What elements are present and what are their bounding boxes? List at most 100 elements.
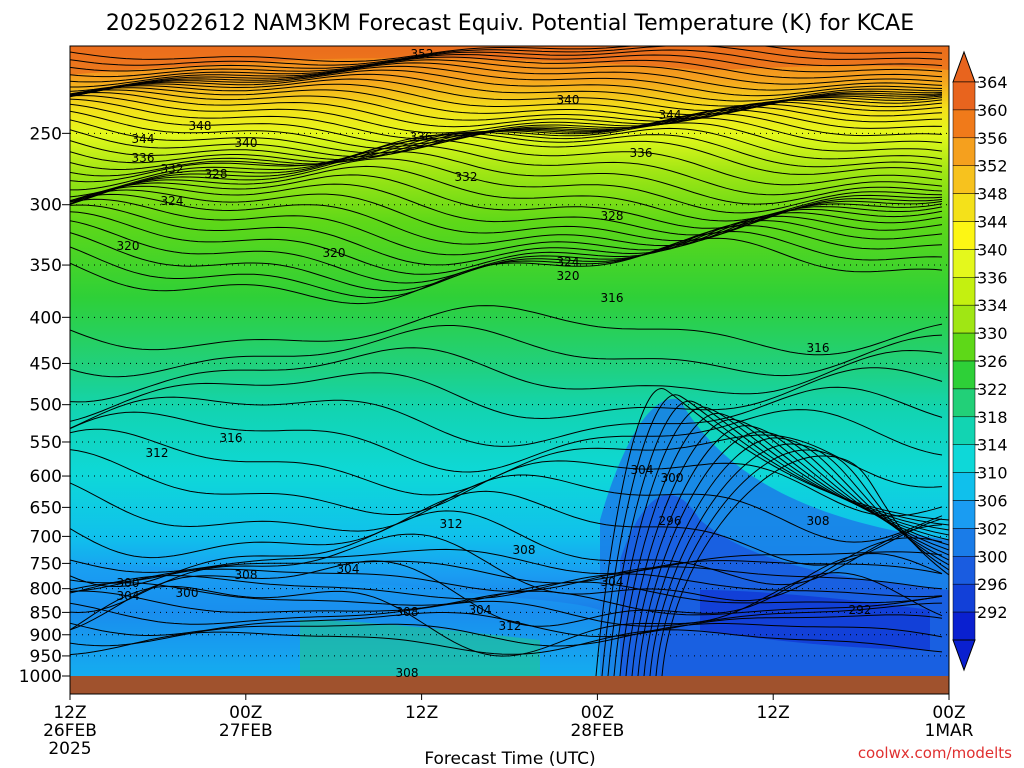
contour-label: 316 — [220, 431, 243, 445]
contour-line — [70, 127, 943, 171]
contour-label: 292 — [849, 603, 872, 617]
warm-sector — [300, 620, 540, 676]
contour-line — [70, 548, 943, 575]
x-tick-label: 12Z — [405, 703, 438, 723]
colorbar-label: 310 — [977, 464, 1008, 483]
colorbar-label: 334 — [977, 296, 1008, 315]
contour-line — [70, 91, 943, 128]
colorbar-label: 344 — [977, 213, 1008, 232]
x-tick-label: 12Z — [53, 703, 86, 723]
x-tick-label: 26FEB — [43, 721, 97, 741]
colorbar-label: 340 — [977, 240, 1008, 259]
contour-line — [70, 623, 943, 647]
y-tick-label: 250 — [30, 124, 62, 144]
ground-strip — [70, 676, 949, 694]
contour-label: 348 — [189, 119, 212, 133]
cold-pool-core — [700, 590, 930, 650]
contour-line — [70, 220, 943, 284]
contour-label: 308 — [807, 514, 830, 528]
contour-label: 336 — [410, 130, 433, 144]
contour-line — [70, 490, 943, 566]
contour-line — [70, 237, 943, 305]
plot-area — [70, 46, 949, 676]
contour-line — [70, 73, 943, 107]
y-tick-label: 550 — [30, 433, 62, 453]
colorbar-swatch — [952, 500, 976, 529]
y-axis: 250 300 350 400 450 500 550 600 650 700 750 800 850 9… — [19, 124, 70, 687]
contour-line — [70, 103, 943, 145]
colorbar-label: 318 — [977, 408, 1008, 427]
contour-line — [70, 612, 943, 638]
colorbar-label: 302 — [977, 519, 1008, 538]
chart-title: 2025022612 NAM3KM Forecast Equiv. Potent… — [106, 11, 914, 36]
colorbar-label: 296 — [977, 575, 1008, 594]
y-tick-label: 450 — [30, 354, 62, 374]
contour-line — [649, 443, 949, 676]
contour-line — [70, 629, 943, 656]
colorbar-swatch — [952, 304, 976, 334]
contour-lines — [70, 46, 949, 676]
y-tick-label: 850 — [30, 603, 62, 623]
y-tick-label: 500 — [30, 396, 62, 416]
plot-frame — [69, 45, 950, 695]
contour-line — [70, 367, 943, 422]
y-tick-label: 1000 — [19, 667, 62, 687]
colorbar-label: 348 — [977, 185, 1008, 204]
contour-line — [70, 122, 943, 164]
colorbar-bottom-arrow — [952, 639, 976, 672]
y-tick-label: 900 — [30, 626, 62, 646]
contour-line — [70, 386, 943, 447]
contour-label: 352 — [411, 47, 434, 61]
colorbar-top-arrow — [952, 50, 976, 83]
colorbar-swatch — [952, 81, 976, 111]
contour-label: 344 — [659, 108, 682, 122]
y-tick-label: 350 — [30, 256, 62, 276]
contour-line — [607, 400, 949, 676]
gridlines — [70, 132, 949, 657]
contour-label: 320 — [117, 239, 140, 253]
contour-line — [70, 46, 943, 62]
colorbar-swatch — [952, 193, 976, 222]
colorbar-swatch — [952, 472, 976, 501]
contour-label: 308 — [396, 666, 419, 680]
contour-line — [70, 59, 943, 88]
colorbar-swatch — [952, 444, 976, 473]
contour-line — [643, 437, 949, 676]
contour-label: 312 — [499, 619, 522, 633]
x-tick-label: 00Z — [581, 703, 614, 723]
contour-line — [70, 151, 943, 205]
x-tick-label: 00Z — [229, 703, 262, 723]
contour-label: 328 — [205, 167, 228, 181]
contour-line — [70, 347, 943, 403]
contour-line — [70, 53, 943, 78]
y-tick-label: 700 — [30, 527, 62, 547]
x-tick-label: 27FEB — [219, 721, 273, 741]
contour-line — [70, 211, 943, 275]
contour-line — [613, 406, 949, 676]
x-axis-label: Forecast Time (UTC) — [424, 749, 595, 768]
y-tick-label: 300 — [30, 196, 62, 216]
contour-line — [70, 409, 943, 473]
contour-label: 324 — [161, 194, 184, 208]
contour-line — [70, 474, 943, 543]
contour-label: 304 — [631, 463, 654, 477]
colorbar-swatch — [952, 137, 976, 166]
contour-line — [70, 204, 943, 266]
contour-line — [655, 449, 949, 676]
contour-line — [70, 49, 943, 72]
colorbar-swatch — [952, 332, 976, 362]
contour-line — [70, 533, 943, 614]
y-tick-label: 800 — [30, 580, 62, 600]
contour-line — [70, 590, 943, 616]
x-tick-label: 1MAR — [925, 721, 974, 741]
colorbar-label: 300 — [977, 547, 1008, 566]
contour-line — [70, 165, 943, 222]
colorbar-swatch — [952, 249, 976, 278]
contour-label: 332 — [455, 170, 478, 184]
colorbar-label: 360 — [977, 101, 1008, 120]
x-tick-label: 28FEB — [570, 721, 624, 741]
contour-label: 312 — [146, 446, 169, 460]
colorbar-label: 326 — [977, 352, 1008, 371]
